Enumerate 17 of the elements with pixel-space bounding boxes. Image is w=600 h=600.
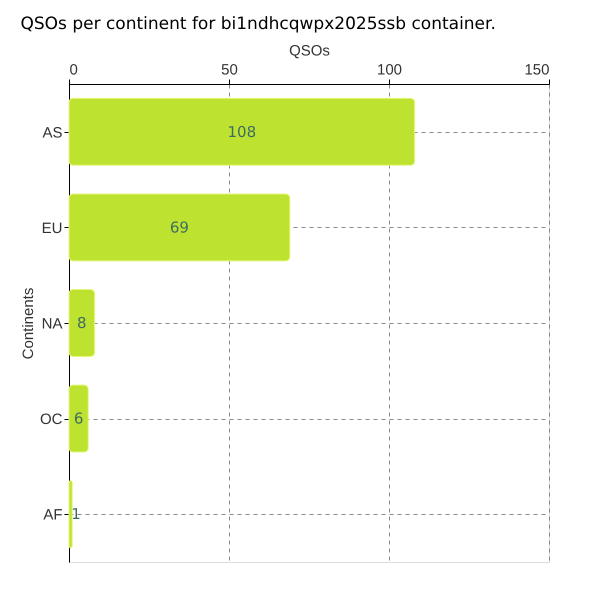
y-tick-label: NA: [42, 316, 62, 332]
x-tick-label: 100: [376, 62, 402, 78]
data-label: 8: [77, 314, 87, 332]
data-label: 1: [71, 505, 81, 524]
data-label: 6: [74, 410, 84, 428]
x-axis-title: QSOs: [289, 42, 330, 60]
chart-title: QSOs per continent for bi1ndhcqwpx2025ssb container.: [20, 14, 496, 34]
y-tick-label: AS: [42, 124, 62, 142]
y-axis-title: Continents: [20, 288, 37, 360]
x-tick-label: 0: [70, 62, 78, 78]
y-tick-label: EU: [42, 220, 62, 237]
y-tick-label: OC: [40, 411, 63, 428]
x-tick-label: 50: [221, 62, 238, 78]
x-tick-label: 150: [524, 62, 550, 78]
data-label: 69: [170, 218, 189, 236]
data-label: 108: [227, 122, 256, 141]
y-tick-label: AF: [43, 506, 62, 524]
